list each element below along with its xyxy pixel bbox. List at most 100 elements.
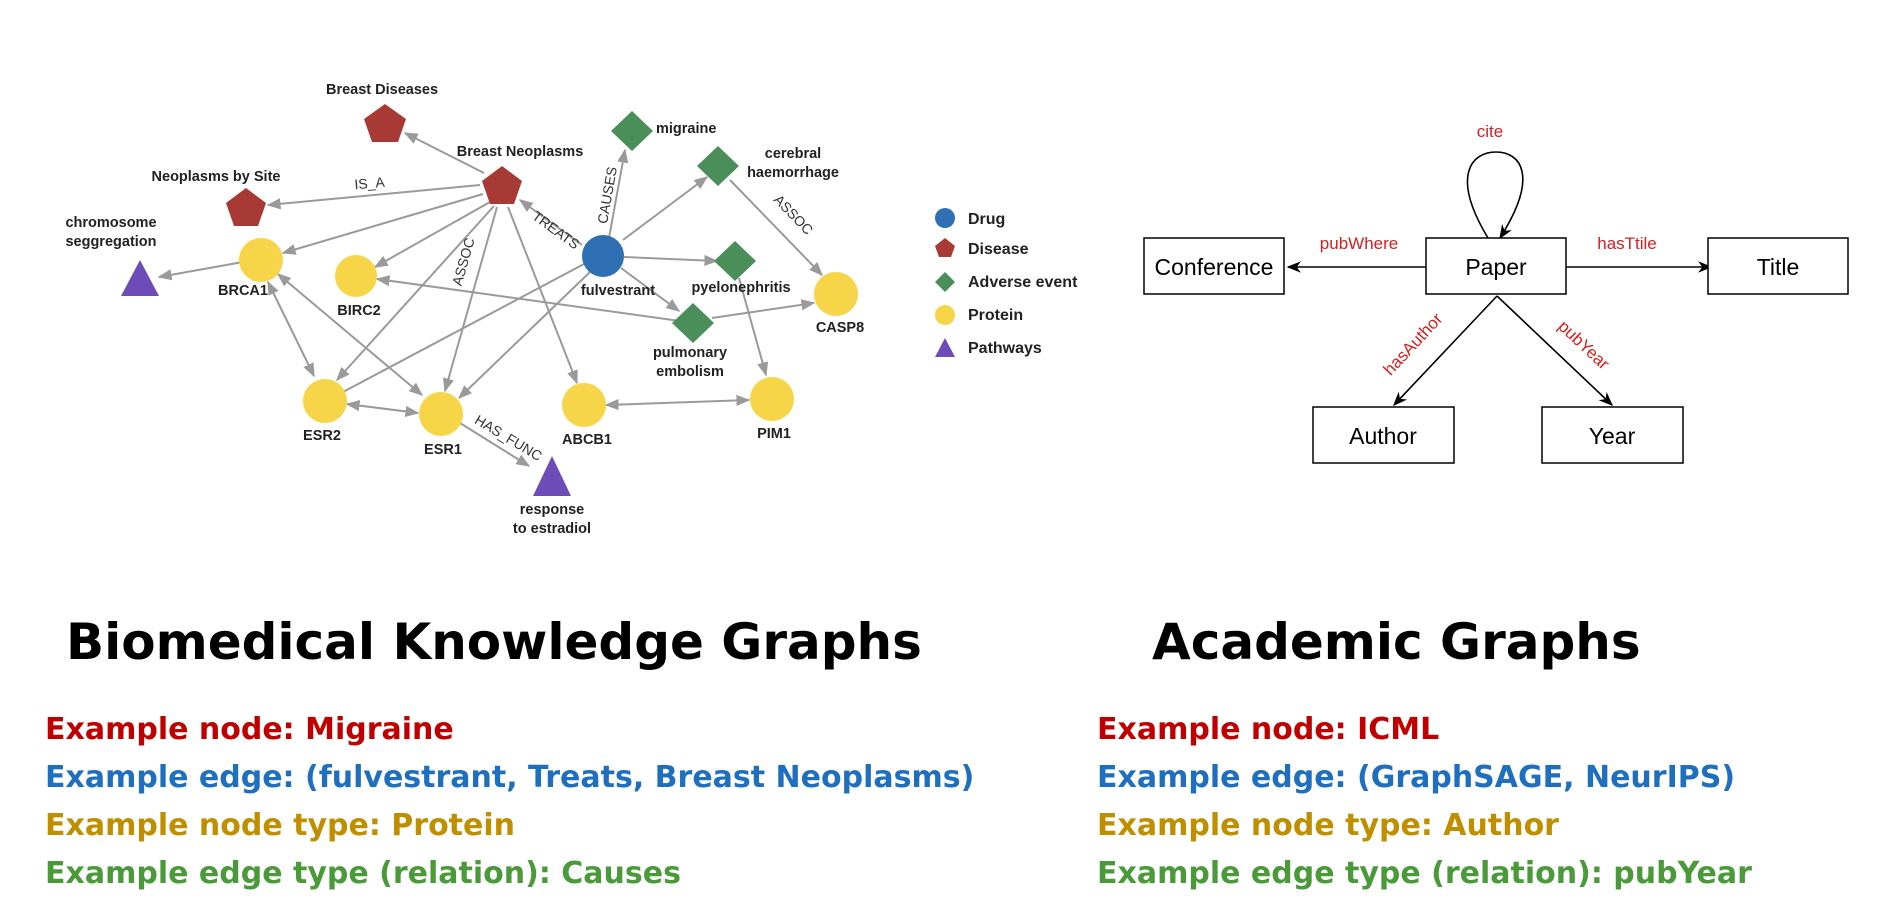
edge-label-assoc-right: ASSOC: [771, 191, 817, 237]
node-year-label: Year: [1589, 423, 1636, 449]
node-breast-diseases: [364, 104, 406, 142]
edge-label-assoc-left: ASSOC: [449, 236, 478, 288]
edge-label-is-a: IS_A: [354, 174, 386, 193]
edge-label-hasauthor: hasAuthor: [1380, 309, 1447, 379]
biomedical-edges: [157, 132, 823, 467]
label-cerebral-line2: haemorrhage: [747, 165, 839, 181]
edge-esr2-esr1: [345, 400, 420, 417]
edge-breast-neoplasms-assoc-esr1: [443, 206, 498, 393]
node-title-label: Title: [1757, 254, 1800, 280]
node-brca1: [239, 238, 283, 282]
node-cerebral-haemorrhage: [697, 146, 739, 186]
academic-nodes: Paper Conference Title Author Year: [1143, 237, 1849, 464]
node-breast-neoplasms: [482, 166, 522, 204]
legend-pathways-label: Pathways: [968, 340, 1042, 357]
edge-esr1-has-func-response: [459, 422, 531, 467]
label-response-line2: to estradiol: [513, 521, 591, 537]
node-migraine: [611, 111, 653, 151]
academic-heading: Academic Graphs: [1152, 613, 1641, 671]
label-brca1: BRCA1: [218, 283, 268, 299]
label-migraine: migraine: [656, 121, 716, 137]
edge-breast-neoplasms-birc2: [373, 201, 491, 268]
node-neoplasms-by-site: [226, 188, 266, 226]
legend-pathways-icon: [935, 338, 955, 357]
node-esr1: [419, 392, 463, 436]
academic-example-edge: Example edge: (GraphSAGE, NeurIPS): [1097, 760, 1736, 795]
edge-pulmonary-embolism-casp8: [711, 299, 816, 319]
biomedical-nodes: [121, 104, 858, 496]
edge-pulmonary-embolism-birc2: [375, 275, 681, 322]
node-paper-label: Paper: [1465, 254, 1527, 280]
edge-fulvestrant-pyelonephritis: [623, 254, 719, 267]
biomedical-node-labels: Breast Diseases Breast Neoplasms Neoplas…: [65, 82, 864, 537]
label-breast-neoplasms: Breast Neoplasms: [457, 144, 584, 160]
edge-pyelonephritis-pim1: [738, 277, 769, 377]
legend-disease-label: Disease: [968, 241, 1029, 258]
label-casp8: CASP8: [816, 320, 864, 336]
edge-fulvestrant-cerebral-haemorrhage: [622, 176, 709, 241]
edge-breast-neoplasms-breast-diseases: [403, 132, 485, 174]
edge-label-hastitle: hasTtile: [1597, 234, 1657, 253]
legend-adverse-event-label: Adverse event: [968, 274, 1078, 291]
edge-breast-neoplasms-abcb1: [507, 206, 578, 385]
edge-label-pubyear: pubYear: [1554, 317, 1613, 374]
node-author-box: [1312, 406, 1455, 464]
label-cerebral-line1: cerebral: [765, 146, 821, 162]
node-abcb1: [562, 383, 606, 427]
edge-cerebral-haemorrhage-assoc-casp8: [729, 179, 823, 277]
biomedical-example-edge: Example edge: (fulvestrant, Treats, Brea…: [45, 760, 975, 795]
node-conference-label: Conference: [1155, 254, 1274, 280]
node-esr2: [303, 379, 347, 423]
node-author-label: Author: [1349, 423, 1417, 449]
biomedical-example-node-type: Example node type: Protein: [45, 808, 516, 843]
edge-paper-cite-self-loop: [1466, 151, 1524, 240]
node-year-box: [1541, 406, 1684, 464]
label-pulmonary-line2: embolism: [656, 364, 724, 380]
legend-drug-label: Drug: [968, 211, 1005, 228]
edge-brca1-chromosome-seggregation: [157, 261, 244, 281]
label-chromosome-line2: seggregation: [65, 234, 156, 250]
node-pyelonephritis: [714, 241, 756, 281]
legend-protein-icon: [935, 305, 955, 325]
edge-fulvestrant-pulmonary-embolism: [620, 267, 681, 312]
edge-fulvestrant-treats-breast-neoplasms: [518, 199, 583, 246]
label-pulmonary-line1: pulmonary: [653, 345, 727, 361]
academic-example-edge-type: Example edge type (relation): pubYear: [1097, 856, 1752, 891]
edge-abcb1-pim1: [604, 394, 751, 411]
edge-brca1-esr2: [267, 280, 315, 378]
edge-label-pubwhere: pubWhere: [1320, 234, 1398, 253]
edge-paper-hasauthor-author: [1393, 295, 1498, 407]
biomedical-example-edge-type: Example edge type (relation): Causes: [45, 856, 681, 891]
node-casp8: [814, 272, 858, 316]
edge-fulvestrant-esr1: [457, 271, 591, 399]
edge-brca1-esr1: [276, 273, 424, 396]
edge-breast-neoplasms-brca1: [281, 193, 484, 255]
label-breast-diseases: Breast Diseases: [326, 82, 438, 98]
legend-adverse-event-icon: [935, 272, 955, 292]
edge-breast-neoplasms-is-a-neoplasms-by-site: [266, 184, 481, 210]
label-esr2: ESR2: [303, 428, 341, 444]
academic-example-node: Example node: ICML: [1097, 712, 1440, 747]
label-esr1: ESR1: [424, 442, 462, 458]
label-birc2: BIRC2: [337, 303, 381, 319]
label-pim1: PIM1: [757, 426, 791, 442]
biomedical-example-node: Example node: Migraine: [45, 712, 454, 747]
node-paper-box: [1425, 237, 1567, 295]
biomedical-heading: Biomedical Knowledge Graphs: [66, 613, 922, 671]
edge-fulvestrant-causes-migraine: [608, 148, 629, 239]
label-pyelonephritis: pyelonephritis: [691, 280, 790, 296]
label-fulvestrant: fulvestrant: [581, 283, 655, 299]
label-neoplasms-by-site: Neoplasms by Site: [152, 169, 281, 185]
legend-protein-label: Protein: [968, 307, 1023, 324]
node-conference-box: [1143, 237, 1285, 295]
legend: Drug Disease Adverse event Protein Pathw…: [935, 208, 1078, 357]
node-response-to-estradiol: [533, 456, 571, 496]
legend-drug-icon: [935, 208, 955, 228]
label-abcb1: ABCB1: [562, 432, 612, 448]
node-pulmonary-embolism: [672, 303, 714, 343]
academic-example-node-type: Example node type: Author: [1097, 808, 1559, 843]
edge-label-treats: TREATS: [529, 208, 582, 253]
legend-disease-icon: [935, 238, 955, 257]
node-chromosome-seggregation: [121, 260, 159, 296]
